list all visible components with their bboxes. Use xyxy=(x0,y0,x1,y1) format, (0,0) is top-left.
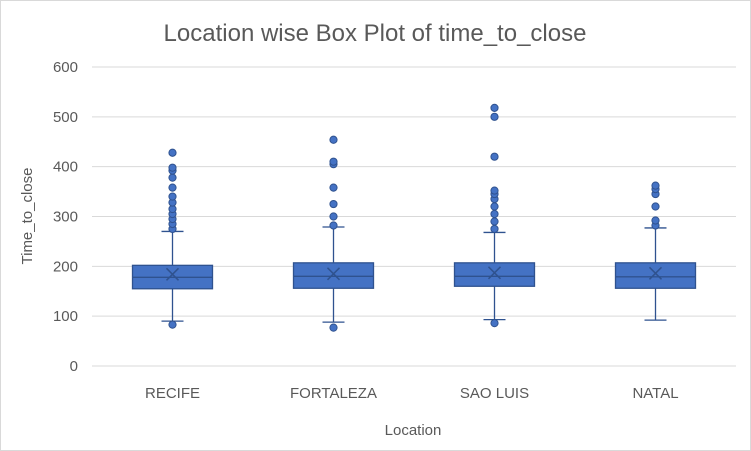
outlier-point xyxy=(329,212,338,221)
iqr-box xyxy=(292,262,375,289)
outlier-point xyxy=(168,183,177,192)
x-tick-label: SAO LUIS xyxy=(460,385,529,402)
x-axis-title: Location xyxy=(385,422,442,439)
outlier-point xyxy=(490,224,499,234)
box-recife xyxy=(131,148,214,329)
mean-marker xyxy=(648,266,663,280)
y-tick-label: 600 xyxy=(53,59,78,76)
y-tick-label: 0 xyxy=(70,358,78,375)
iqr-box xyxy=(453,262,536,287)
x-tick-label: NATAL xyxy=(632,385,678,402)
outlier-point xyxy=(490,202,499,211)
outlier-point xyxy=(651,181,660,190)
mean-marker xyxy=(165,267,180,281)
y-tick-label: 500 xyxy=(53,109,78,126)
outlier-point xyxy=(490,217,499,226)
box-sao-luis xyxy=(453,103,536,328)
outlier-point xyxy=(490,103,499,112)
outlier-point xyxy=(168,320,177,329)
outlier-point xyxy=(329,221,338,230)
outlier-point xyxy=(490,209,499,219)
outlier-point xyxy=(329,135,338,144)
x-axis-ticks: RECIFE FORTALEZA SAO LUIS NATAL xyxy=(145,385,679,402)
outlier-point xyxy=(168,192,177,201)
y-tick-label: 200 xyxy=(53,258,78,275)
y-axis-title: Time_to_close xyxy=(19,168,36,265)
box-fortaleza xyxy=(292,135,375,332)
outlier-point xyxy=(168,173,177,182)
outlier-point xyxy=(490,152,499,161)
chart-title: Location wise Box Plot of time_to_close xyxy=(164,20,587,47)
y-tick-label: 400 xyxy=(53,159,78,176)
outlier-point xyxy=(490,112,499,121)
boxes xyxy=(131,103,697,332)
mean-marker xyxy=(326,267,341,281)
outlier-point xyxy=(329,157,338,166)
outlier-point xyxy=(329,183,338,192)
outlier-point xyxy=(168,163,177,172)
y-tick-label: 100 xyxy=(53,308,78,325)
y-axis-ticks: 0 100 200 300 400 500 600 xyxy=(53,59,78,375)
outlier-point xyxy=(329,323,338,332)
outlier-point xyxy=(329,199,338,209)
iqr-box xyxy=(614,262,697,289)
outlier-point xyxy=(490,186,499,195)
x-tick-label: RECIFE xyxy=(145,385,200,402)
box-natal xyxy=(614,181,697,321)
mean-marker xyxy=(487,266,502,280)
gridlines xyxy=(92,66,736,367)
outlier-point xyxy=(651,202,660,211)
outlier-point xyxy=(490,319,499,328)
outlier-point xyxy=(651,216,660,225)
x-tick-label: FORTALEZA xyxy=(290,385,377,402)
y-tick-label: 300 xyxy=(53,209,78,226)
outlier-point xyxy=(168,148,177,157)
